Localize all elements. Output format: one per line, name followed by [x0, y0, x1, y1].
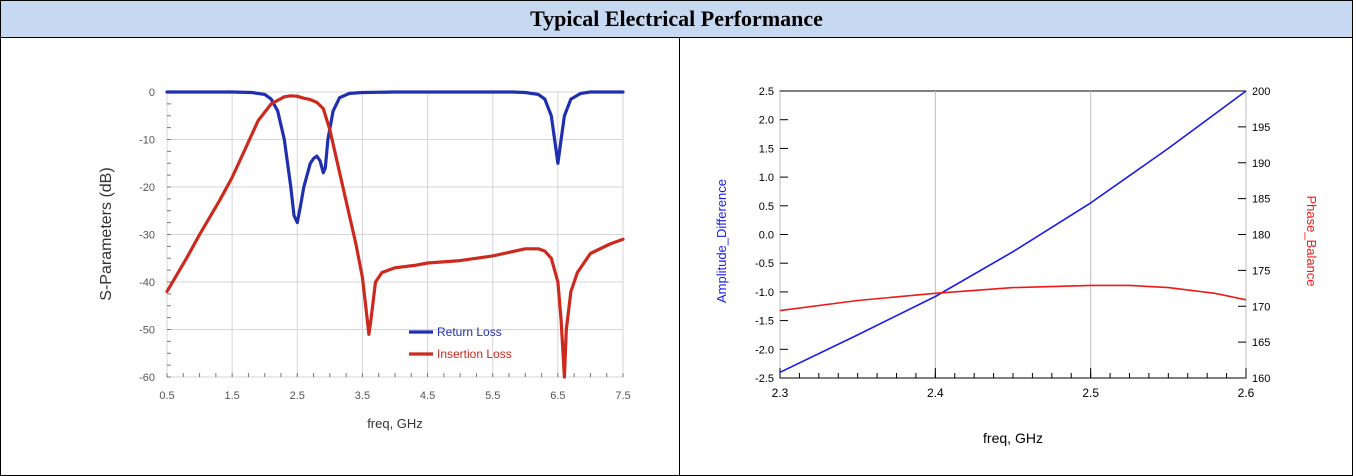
x-tick-label: 3.5: [355, 390, 370, 402]
y-left-tick-label: -0.5: [755, 258, 774, 270]
y-right-tick-label: 190: [1252, 158, 1270, 170]
y-right-tick-label: 175: [1252, 265, 1270, 277]
y-left-tick-label: -1.5: [755, 316, 774, 328]
y-tick-label: -20: [139, 182, 155, 194]
axis-ticks: 2.3 2.4 2.5 2.6 2.5 2.0 1.5 1.0 0.5 0.0 -0.5 -1.0 -1…: [755, 86, 1270, 400]
x-tick-label: 2.6: [1238, 386, 1255, 400]
legend-label: Return Loss: [437, 325, 502, 339]
y-axis-label-right: Phase_Balance: [1304, 195, 1319, 286]
x-tick-label: 5.5: [485, 390, 500, 402]
x-tick-label: 2.5: [290, 390, 305, 402]
y-left-tick-label: -2.5: [755, 373, 774, 385]
y-tick-label: -10: [139, 135, 155, 147]
y-right-tick-label: 165: [1252, 337, 1270, 349]
y-tick-label: -60: [139, 372, 155, 384]
y-right-tick-label: 195: [1252, 122, 1270, 134]
y-tick-label: -40: [139, 277, 155, 289]
series-phase-balance-line: [779, 284, 1247, 312]
y-axis-label: S-Parameters (dB): [98, 167, 115, 300]
y-left-tick-label: -2.0: [755, 344, 774, 356]
legend-label: Insertion Loss: [437, 347, 512, 361]
y-right-tick-label: 180: [1252, 230, 1270, 242]
y-tick-label: 0: [149, 87, 155, 99]
x-tick-label: 2.5: [1082, 386, 1099, 400]
column-divider: [679, 38, 680, 475]
x-tick-label: 7.5: [615, 390, 630, 402]
y-left-tick-label: 0.0: [759, 230, 774, 242]
x-axis-label: freq, GHz: [983, 430, 1043, 446]
x-tick-label: 2.3: [772, 386, 789, 400]
x-tick-label: 6.5: [550, 390, 565, 402]
series-group: [779, 90, 1247, 374]
y-left-tick-label: 2.5: [759, 86, 774, 98]
amplitude-phase-chart: 2.3 2.4 2.5 2.6 2.5 2.0 1.5 1.0 0.5 0.0 -0.5 -1.0 -1…: [714, 86, 1319, 446]
x-tick-label: 2.4: [927, 386, 944, 400]
y-right-tick-label: 170: [1252, 301, 1270, 313]
series-group: [165, 90, 625, 379]
y-left-tick-label: 0.5: [759, 201, 774, 213]
y-tick-label: -50: [139, 325, 155, 337]
x-tick-label: 0.5: [159, 390, 174, 402]
y-left-tick-label: 1.5: [759, 143, 774, 155]
y-left-tick-label: 1.0: [759, 172, 774, 184]
y-left-tick-label: -1.0: [755, 287, 774, 299]
axis-ticks: 0.5 1.5 2.5 3.5 4.5 5.5 6.5 7.5 0 -10 -20 -30 -40 -50…: [139, 87, 631, 402]
y-right-tick-label: 200: [1252, 86, 1270, 98]
y-axis-label-left: Amplitude_Difference: [714, 179, 729, 303]
y-tick-label: -30: [139, 230, 155, 242]
plot-area: [779, 90, 1247, 379]
s-parameters-chart: 0.5 1.5 2.5 3.5 4.5 5.5 6.5 7.5 0 -10 -20 -30 -40 -50…: [98, 87, 631, 431]
series-return-loss-line: [165, 90, 625, 225]
series-insertion-loss-line: [165, 94, 625, 379]
legend: Return Loss Insertion Loss: [409, 325, 512, 361]
x-tick-label: 4.5: [420, 390, 435, 402]
y-right-tick-label: 185: [1252, 194, 1270, 206]
series-amplitude-difference-line: [779, 90, 1247, 374]
y-right-tick-label: 160: [1252, 373, 1270, 385]
y-left-tick-label: 2.0: [759, 115, 774, 127]
page-title: Typical Electrical Performance: [1, 1, 1352, 38]
x-tick-label: 1.5: [224, 390, 239, 402]
x-axis-label: freq, GHz: [367, 416, 423, 431]
